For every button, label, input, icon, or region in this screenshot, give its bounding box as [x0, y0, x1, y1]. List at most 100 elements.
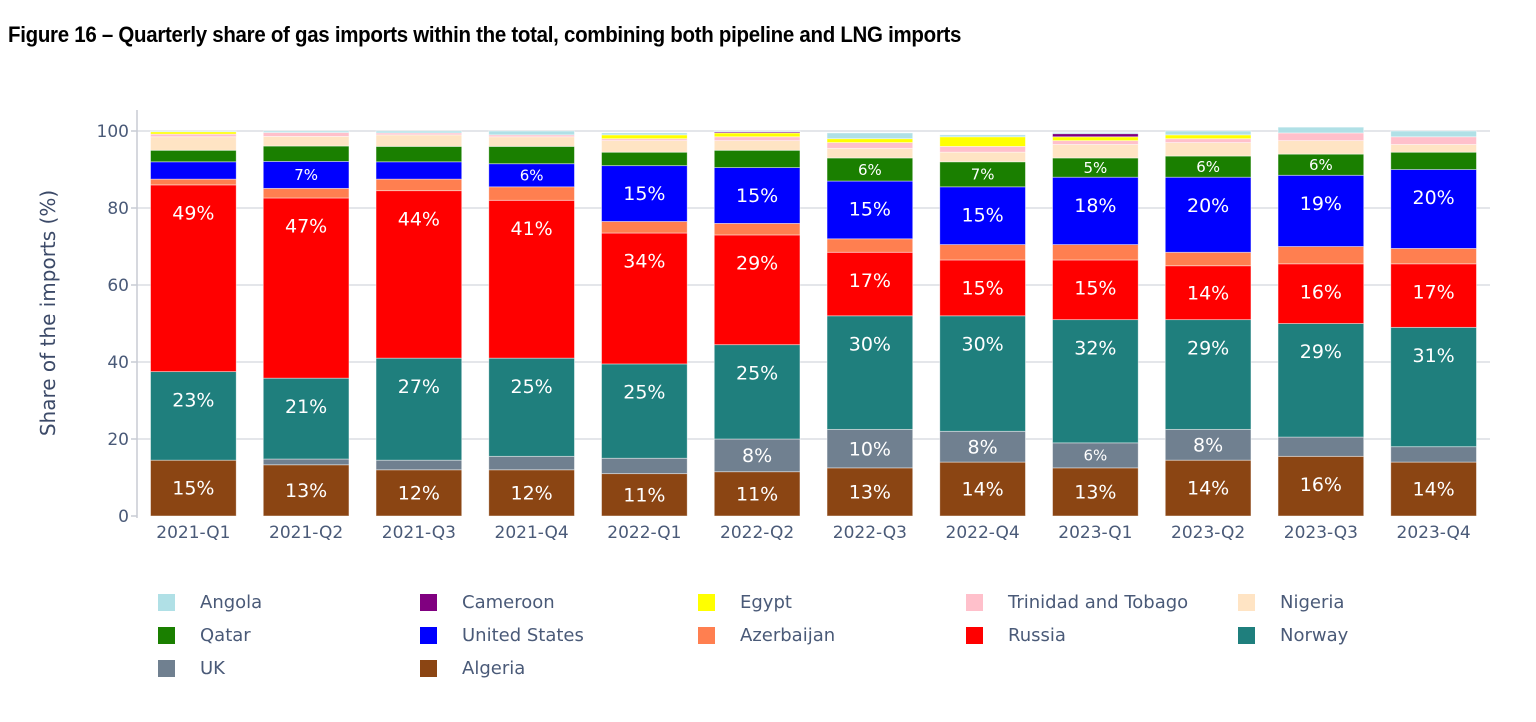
bar-segment-egypt[interactable]: [1052, 136, 1139, 142]
bar-segment-angola[interactable]: [713, 130, 801, 133]
bar-segment-uk[interactable]: [713, 438, 801, 473]
legend-item-cameroon[interactable]: Cameroon: [420, 590, 555, 614]
bar-segment-norway[interactable]: [375, 357, 463, 461]
bar-segment-united-states[interactable]: [939, 186, 1026, 245]
bar-segment-nigeria[interactable]: [488, 136, 575, 147]
bar-segment-trinidad-and-tobago[interactable]: [1164, 138, 1252, 143]
legend-item-russia[interactable]: Russia: [966, 623, 1066, 647]
bar-segment-qatar[interactable]: [262, 145, 350, 162]
legend-item-angola[interactable]: Angola: [158, 590, 262, 614]
bar-segment-united-states[interactable]: [375, 161, 463, 180]
bar-segment-norway[interactable]: [939, 315, 1026, 432]
bar-segment-qatar[interactable]: [939, 161, 1026, 188]
bar-segment-united-states[interactable]: [1277, 174, 1365, 247]
bar-segment-nigeria[interactable]: [1052, 144, 1139, 159]
bar-segment-russia[interactable]: [375, 190, 463, 359]
legend-item-qatar[interactable]: Qatar: [158, 623, 251, 647]
bar-segment-norway[interactable]: [713, 344, 801, 440]
bar-segment-russia[interactable]: [826, 251, 914, 317]
bar-segment-nigeria[interactable]: [713, 140, 801, 151]
bar-segment-azerbaijan[interactable]: [262, 187, 350, 199]
bar-segment-algeria[interactable]: [939, 461, 1026, 517]
bar-segment-russia[interactable]: [488, 199, 575, 359]
legend-item-united-states[interactable]: United States: [420, 623, 584, 647]
bar-segment-norway[interactable]: [1164, 319, 1252, 430]
legend-item-azerbaijan[interactable]: Azerbaijan: [698, 623, 835, 647]
bar-segment-nigeria[interactable]: [601, 140, 688, 153]
bar-segment-uk[interactable]: [1277, 436, 1365, 457]
bar-segment-united-states[interactable]: [1390, 169, 1477, 249]
bar-segment-united-states[interactable]: [1164, 176, 1252, 253]
bar-segment-angola[interactable]: [150, 130, 237, 133]
bar-segment-russia[interactable]: [150, 184, 237, 373]
bar-segment-azerbaijan[interactable]: [150, 178, 237, 186]
bar-segment-nigeria[interactable]: [375, 134, 463, 147]
bar-segment-angola[interactable]: [1390, 130, 1477, 138]
legend-item-trinidad-and-tobago[interactable]: Trinidad and Tobago: [966, 590, 1188, 614]
bar-segment-azerbaijan[interactable]: [1390, 248, 1477, 265]
bar-segment-azerbaijan[interactable]: [939, 244, 1026, 261]
bar-segment-nigeria[interactable]: [939, 151, 1026, 163]
bar-segment-egypt[interactable]: [601, 134, 688, 140]
bar-segment-uk[interactable]: [601, 457, 688, 475]
bar-segment-trinidad-and-tobago[interactable]: [1277, 132, 1365, 142]
bar-segment-algeria[interactable]: [601, 473, 688, 517]
bar-segment-trinidad-and-tobago[interactable]: [150, 133, 237, 138]
bar-segment-russia[interactable]: [1390, 263, 1477, 328]
bar-segment-norway[interactable]: [150, 371, 237, 461]
bar-segment-russia[interactable]: [1052, 259, 1139, 321]
bar-segment-angola[interactable]: [262, 130, 350, 133]
bar-segment-azerbaijan[interactable]: [1052, 244, 1139, 261]
legend-item-egypt[interactable]: Egypt: [698, 590, 792, 614]
bar-segment-uk[interactable]: [262, 458, 350, 466]
bar-segment-algeria[interactable]: [713, 471, 801, 517]
legend-item-uk[interactable]: UK: [158, 656, 225, 680]
bar-segment-uk[interactable]: [1164, 428, 1252, 461]
bar-segment-angola[interactable]: [939, 134, 1026, 138]
bar-segment-angola[interactable]: [1164, 130, 1252, 136]
bar-segment-trinidad-and-tobago[interactable]: [1052, 140, 1139, 145]
bar-segment-trinidad-and-tobago[interactable]: [939, 145, 1026, 153]
bar-segment-nigeria[interactable]: [826, 147, 914, 159]
bar-segment-norway[interactable]: [826, 315, 914, 430]
bar-segment-united-states[interactable]: [826, 180, 914, 240]
bar-segment-uk[interactable]: [1390, 446, 1477, 463]
bar-segment-algeria[interactable]: [1390, 461, 1477, 517]
bar-segment-angola[interactable]: [375, 130, 463, 134]
bar-segment-qatar[interactable]: [150, 149, 237, 163]
bar-segment-algeria[interactable]: [1052, 467, 1139, 517]
bar-segment-norway[interactable]: [601, 363, 688, 459]
bar-segment-trinidad-and-tobago[interactable]: [713, 136, 801, 142]
bar-segment-norway[interactable]: [488, 357, 575, 457]
bar-segment-russia[interactable]: [939, 259, 1026, 317]
bar-segment-angola[interactable]: [1052, 132, 1139, 135]
bar-segment-nigeria[interactable]: [1277, 140, 1365, 155]
bar-segment-nigeria[interactable]: [1164, 142, 1252, 157]
bar-segment-russia[interactable]: [262, 197, 350, 379]
bar-segment-cameroon[interactable]: [1052, 133, 1139, 138]
bar-segment-trinidad-and-tobago[interactable]: [826, 142, 914, 149]
bar-segment-qatar[interactable]: [713, 149, 801, 168]
bar-segment-angola[interactable]: [1277, 126, 1365, 134]
bar-segment-uk[interactable]: [375, 459, 463, 471]
bar-segment-qatar[interactable]: [601, 151, 688, 167]
bar-segment-nigeria[interactable]: [1390, 144, 1477, 153]
bar-segment-algeria[interactable]: [150, 459, 237, 517]
bar-segment-norway[interactable]: [1052, 319, 1139, 444]
legend-item-nigeria[interactable]: Nigeria: [1238, 590, 1344, 614]
bar-segment-qatar[interactable]: [488, 145, 575, 165]
bar-segment-egypt[interactable]: [939, 136, 1026, 147]
bar-segment-trinidad-and-tobago[interactable]: [262, 132, 350, 137]
bar-segment-uk[interactable]: [1052, 442, 1139, 469]
bar-segment-azerbaijan[interactable]: [1164, 251, 1252, 267]
bar-segment-algeria[interactable]: [1164, 459, 1252, 517]
bar-segment-egypt[interactable]: [826, 138, 914, 143]
legend-item-norway[interactable]: Norway: [1238, 623, 1348, 647]
bar-segment-norway[interactable]: [1390, 326, 1477, 448]
bar-segment-norway[interactable]: [262, 377, 350, 460]
bar-segment-qatar[interactable]: [1390, 151, 1477, 170]
bar-segment-united-states[interactable]: [713, 167, 801, 224]
bar-segment-algeria[interactable]: [375, 469, 463, 517]
bar-segment-uk[interactable]: [488, 455, 575, 471]
bar-segment-algeria[interactable]: [826, 467, 914, 517]
